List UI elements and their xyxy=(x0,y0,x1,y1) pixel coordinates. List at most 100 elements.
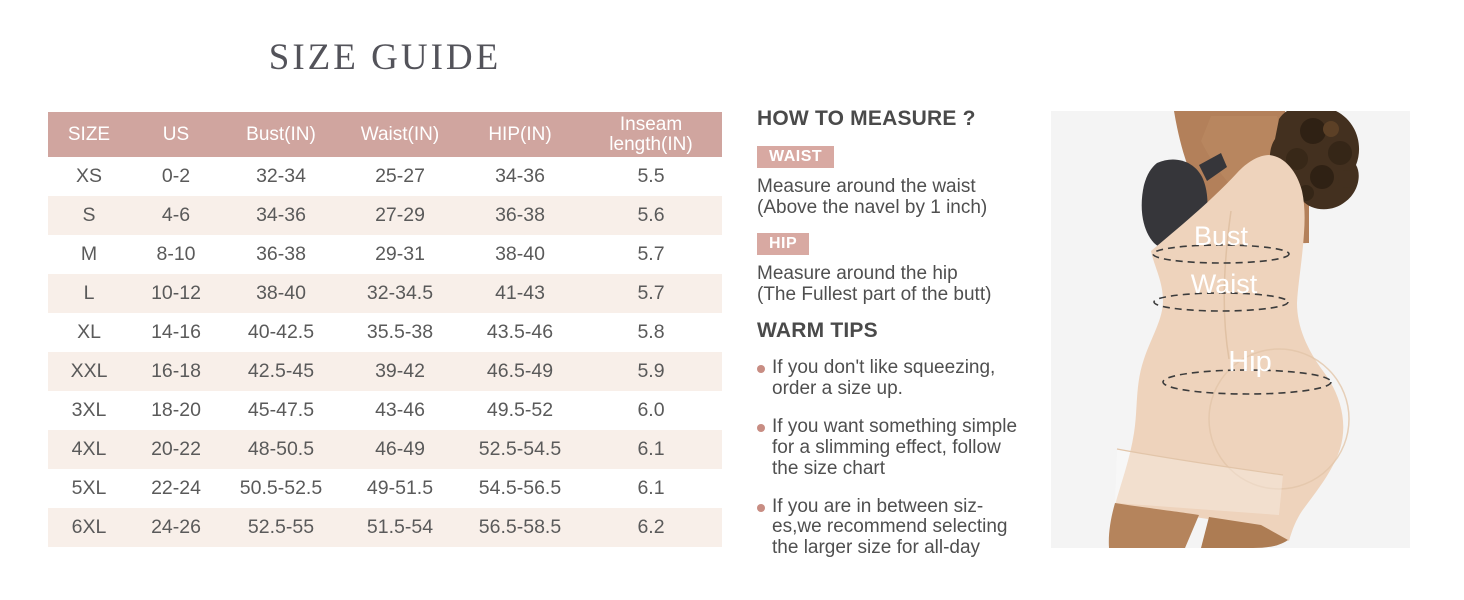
table-row: 3XL 18-20 45-47.5 43-46 49.5-52 6.0 xyxy=(48,391,722,430)
cell: 0-2 xyxy=(161,165,191,187)
waist-measure-ellipse xyxy=(1153,292,1289,312)
cell: 5.7 xyxy=(637,243,665,265)
bullet-dot-icon xyxy=(757,365,765,374)
cell: 56.5-58.5 xyxy=(478,516,562,538)
cell: 54.5-56.5 xyxy=(478,477,562,499)
tip-text: If you want something simple for a slimm… xyxy=(772,415,1018,479)
cell: 4XL xyxy=(71,438,107,460)
col-header-waist: Waist(IN) xyxy=(340,112,460,157)
bust-measure-ellipse xyxy=(1152,244,1290,264)
cell: 40-42.5 xyxy=(247,321,315,343)
list-item: If you are in between siz- es,we recomme… xyxy=(757,495,1057,560)
cell: 6.1 xyxy=(637,438,665,460)
waist-badge: WAIST xyxy=(757,146,835,168)
hip-measure-ellipse xyxy=(1162,369,1332,395)
cell: 46.5-49 xyxy=(486,360,554,382)
model-illustration: Bust Waist Hip xyxy=(1051,111,1410,548)
cell: 38-40 xyxy=(495,243,545,265)
cell: 5XL xyxy=(71,477,107,499)
table-row: XS 0-2 32-34 25-27 34-36 5.5 xyxy=(48,157,722,196)
col-header-inseam: Inseam length(IN) xyxy=(580,112,722,157)
cell: 46-49 xyxy=(375,438,425,460)
waist-instruction: Measure around the waist (Above the nave… xyxy=(757,176,988,219)
table-row: S 4-6 34-36 27-29 36-38 5.6 xyxy=(48,196,722,235)
page-title: SIZE GUIDE xyxy=(268,37,502,78)
warm-tips-heading: WARM TIPS xyxy=(757,319,878,343)
cell: 3XL xyxy=(71,399,107,421)
table-row: XXL 16-18 42.5-45 39-42 46.5-49 5.9 xyxy=(48,352,722,391)
cell: 41-43 xyxy=(495,282,545,304)
size-chart-header: SIZE US Bust(IN) Waist(IN) HIP(IN) Insea… xyxy=(48,112,722,157)
cell: 5.8 xyxy=(637,321,665,343)
cell: 4-6 xyxy=(161,204,191,226)
hip-label: Hip xyxy=(1228,346,1272,378)
cell: 29-31 xyxy=(375,243,425,265)
table-row: M 8-10 36-38 29-31 38-40 5.7 xyxy=(48,235,722,274)
table-header-row: SIZE US Bust(IN) Waist(IN) HIP(IN) Insea… xyxy=(48,112,722,157)
cell: 49-51.5 xyxy=(366,477,434,499)
cell: XXL xyxy=(70,360,108,382)
tip-text: If you are in between siz- es,we recomme… xyxy=(772,495,1008,559)
bullet-dot-icon xyxy=(757,503,765,512)
table-row: 6XL 24-26 52.5-55 51.5-54 56.5-58.5 6.2 xyxy=(48,508,722,547)
hip-badge: HIP xyxy=(757,232,810,255)
tip-text: If you don't like squeezing, order a siz… xyxy=(772,357,996,399)
table-row: 5XL 22-24 50.5-52.5 49-51.5 54.5-56.5 6.1 xyxy=(48,469,722,508)
cell: 36-38 xyxy=(256,243,306,265)
cell: 5.6 xyxy=(637,204,665,226)
measure-instructions: HOW TO MEASURE ? WAIST Measure around th… xyxy=(757,107,1057,576)
bullet-dot-icon xyxy=(757,423,765,432)
col-header-us: US xyxy=(130,112,222,157)
table-row: L 10-12 38-40 32-34.5 41-43 5.7 xyxy=(48,274,722,313)
list-item: If you want something simple for a slimm… xyxy=(757,415,1057,480)
waist-label: Waist xyxy=(1191,269,1258,299)
cell: 38-40 xyxy=(256,282,306,304)
cell: 6.1 xyxy=(637,477,665,499)
cell: 6XL xyxy=(71,516,107,538)
cell: 34-36 xyxy=(495,165,545,187)
cell: 45-47.5 xyxy=(247,399,315,421)
cell: XL xyxy=(77,321,101,343)
cell: 6.2 xyxy=(637,516,665,538)
cell: 8-10 xyxy=(156,243,196,265)
cell: 50.5-52.5 xyxy=(239,477,323,499)
cell: S xyxy=(82,204,96,226)
cell: 14-16 xyxy=(151,321,201,343)
cell: 49.5-52 xyxy=(486,399,554,421)
col-header-bust: Bust(IN) xyxy=(222,112,340,157)
col-header-size: SIZE xyxy=(48,112,130,157)
hip-instruction: Measure around the hip (The Fullest part… xyxy=(757,262,992,305)
cell: 5.7 xyxy=(637,282,665,304)
cell: XS xyxy=(75,165,102,187)
cell: 25-27 xyxy=(375,165,425,187)
col-header-hip: HIP(IN) xyxy=(460,112,580,157)
cell: 43.5-46 xyxy=(486,321,554,343)
cell: 18-20 xyxy=(151,399,201,421)
list-item: If you don't like squeezing, order a siz… xyxy=(757,357,1057,400)
size-chart-table: SIZE US Bust(IN) Waist(IN) HIP(IN) Insea… xyxy=(48,112,722,547)
cell: 34-36 xyxy=(256,204,306,226)
cell: 20-22 xyxy=(151,438,201,460)
table-row: 4XL 20-22 48-50.5 46-49 52.5-54.5 6.1 xyxy=(48,430,722,469)
cell: 39-42 xyxy=(375,360,425,382)
cell: 24-26 xyxy=(151,516,201,538)
cell: 52.5-54.5 xyxy=(478,438,562,460)
cell: 32-34.5 xyxy=(366,282,434,304)
cell: M xyxy=(80,243,98,265)
cell: 5.9 xyxy=(637,360,665,382)
table-row: XL 14-16 40-42.5 35.5-38 43.5-46 5.8 xyxy=(48,313,722,352)
cell: 51.5-54 xyxy=(366,516,434,538)
cell: 36-38 xyxy=(495,204,545,226)
cell: 6.0 xyxy=(637,399,665,421)
cell: 52.5-55 xyxy=(247,516,315,538)
cell: 22-24 xyxy=(151,477,201,499)
cell: 42.5-45 xyxy=(247,360,315,382)
cell: 27-29 xyxy=(375,204,425,226)
cell: 32-34 xyxy=(256,165,306,187)
cell: 16-18 xyxy=(151,360,201,382)
cell: 35.5-38 xyxy=(366,321,434,343)
cell: 43-46 xyxy=(375,399,425,421)
shapewear-model-photo: Bust Waist Hip xyxy=(1051,111,1410,548)
cell: 10-12 xyxy=(151,282,201,304)
